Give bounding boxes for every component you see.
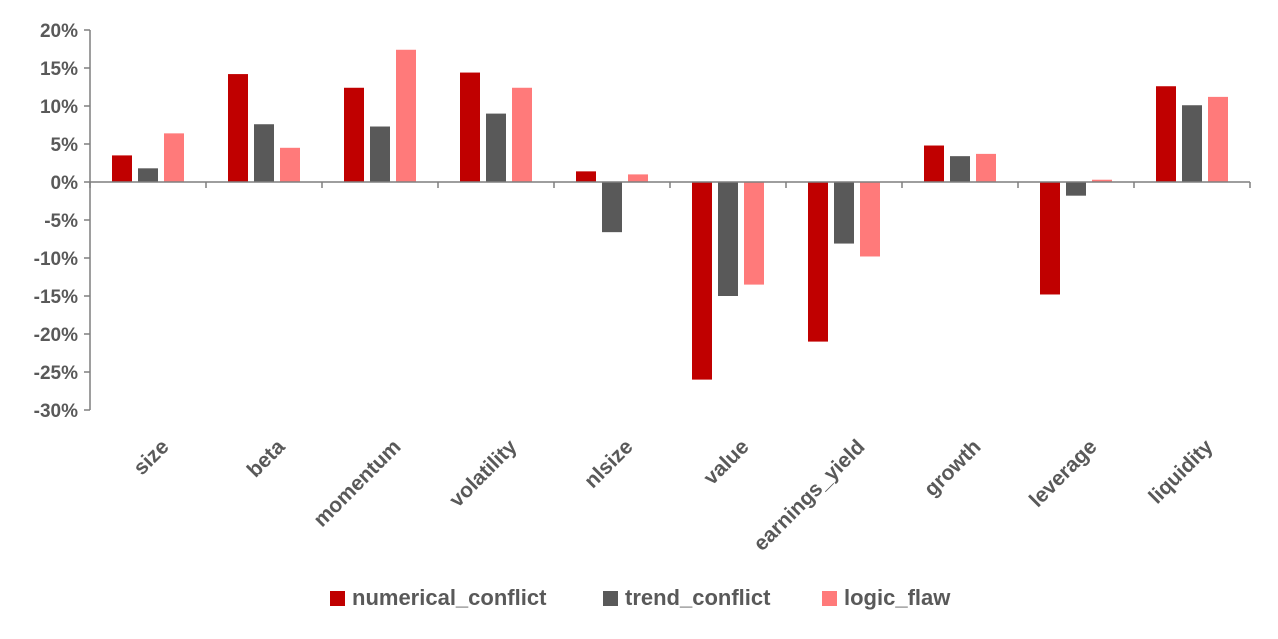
bar-trend_conflict-nlsize	[602, 182, 622, 233]
bar-trend_conflict-leverage	[1066, 182, 1086, 196]
bar-logic_flaw-value	[744, 182, 764, 285]
bar-logic_flaw-liquidity	[1208, 96, 1228, 182]
bar-trend_conflict-momentum	[370, 126, 390, 182]
x-category-label: size	[129, 435, 173, 479]
bar-logic_flaw-earnings_yield	[860, 182, 880, 257]
bar-numerical_conflict-earnings_yield	[808, 182, 828, 342]
x-axis-ticks	[89, 182, 1251, 188]
bar-trend_conflict-value	[718, 182, 738, 296]
bar-logic_flaw-growth	[976, 153, 996, 182]
bar-numerical_conflict-volatility	[460, 72, 480, 182]
y-axis-ticks: 20% 15% 10% 5% 0% -5% -10% -15% -20% -25% -30%	[34, 21, 90, 422]
bar-numerical_conflict-value	[692, 182, 712, 380]
bar-trend_conflict-liquidity	[1182, 105, 1202, 182]
x-category-label: leverage	[1025, 435, 1102, 512]
x-category-label: nlsize	[580, 435, 638, 493]
bar-trend_conflict-growth	[950, 156, 970, 182]
x-category-label: earnings_yield	[749, 435, 869, 555]
y-tick-label: 0%	[51, 173, 79, 194]
y-tick-label: -30%	[34, 401, 78, 422]
x-category-label: volatility	[445, 435, 522, 512]
bar-logic_flaw-nlsize	[628, 174, 648, 182]
legend: numerical_conflict trend_conflict logic_fl…	[330, 585, 951, 610]
x-category-label: liquidity	[1144, 435, 1217, 508]
y-tick-label: -5%	[44, 211, 78, 232]
bar-numerical_conflict-beta	[228, 74, 248, 182]
x-category-label: momentum	[309, 435, 405, 531]
y-tick-label: -15%	[34, 287, 78, 308]
bar-numerical_conflict-leverage	[1040, 182, 1060, 295]
x-category-label: value	[699, 435, 753, 489]
bar-trend_conflict-earnings_yield	[834, 182, 854, 244]
y-tick-label: -10%	[34, 249, 78, 270]
bar-numerical_conflict-momentum	[344, 87, 364, 182]
bar-numerical_conflict-nlsize	[576, 171, 596, 182]
x-category-label: growth	[920, 435, 986, 501]
legend-label-trend_conflict: trend_conflict	[625, 585, 771, 610]
bar-numerical_conflict-growth	[924, 145, 944, 182]
bar-numerical_conflict-size	[112, 155, 132, 182]
bar-logic_flaw-volatility	[512, 87, 532, 182]
bars	[112, 49, 1228, 380]
y-tick-label: 15%	[40, 59, 78, 80]
y-tick-label: 5%	[51, 135, 79, 156]
legend-swatch-logic_flaw	[822, 591, 837, 606]
bar-trend_conflict-size	[138, 168, 158, 182]
x-category-label: beta	[243, 435, 290, 482]
legend-swatch-trend_conflict	[603, 591, 618, 606]
legend-label-numerical_conflict: numerical_conflict	[352, 585, 547, 610]
legend-label-logic_flaw: logic_flaw	[844, 585, 951, 610]
bar-logic_flaw-momentum	[396, 49, 416, 183]
bar-logic_flaw-size	[164, 133, 184, 182]
legend-swatch-numerical_conflict	[330, 591, 345, 606]
y-tick-label: -25%	[34, 363, 78, 384]
category-labels: size beta momentum volatility nlsize valueear…	[129, 435, 1218, 555]
y-tick-label: -20%	[34, 325, 78, 346]
bar-trend_conflict-beta	[254, 124, 274, 182]
bar-numerical_conflict-liquidity	[1156, 86, 1176, 182]
y-tick-label: 10%	[40, 97, 78, 118]
y-tick-label: 20%	[40, 21, 78, 42]
bar-trend_conflict-volatility	[486, 113, 506, 182]
bar-logic_flaw-leverage	[1092, 179, 1112, 182]
bar-logic_flaw-beta	[280, 147, 300, 182]
